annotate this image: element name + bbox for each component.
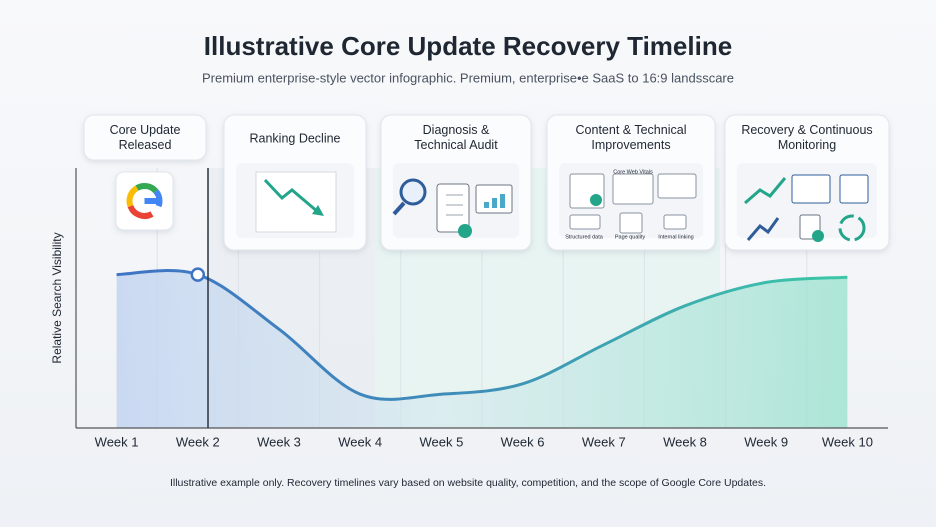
- icon-label: Page quality: [615, 234, 646, 240]
- card-title: Monitoring: [778, 138, 836, 152]
- icon: [657, 173, 697, 199]
- card-title: Recovery & Continuous: [741, 123, 872, 137]
- x-tick-label: Week 3: [257, 434, 301, 449]
- title: Illustrative Core Update Recovery Timeli…: [204, 31, 732, 61]
- icon-label: Internal linking: [658, 234, 693, 240]
- icon: [458, 224, 472, 238]
- icon: [263, 178, 319, 214]
- card-title: Core Update: [110, 123, 181, 137]
- update-point: [190, 267, 206, 282]
- area-fill: [116, 270, 848, 428]
- google-logo: [135, 183, 159, 194]
- google-logo: [127, 204, 154, 219]
- icon: [791, 174, 831, 204]
- card-title: Released: [119, 138, 172, 152]
- x-tick-label: Week 4: [338, 434, 382, 449]
- x-tick-label: Week 2: [176, 434, 220, 449]
- icon: [590, 194, 602, 206]
- subtitle: Premium enterprise-style vector infograp…: [202, 70, 734, 85]
- phase-card: Diagnosis &Technical Audit: [380, 114, 532, 251]
- card-title: Improvements: [591, 138, 670, 152]
- card-title: Content & Technical: [576, 123, 687, 137]
- icon: [399, 178, 427, 206]
- x-tick-label: Week 7: [582, 434, 626, 449]
- x-tick-label: Week 6: [501, 434, 545, 449]
- icon-label: Core Web Vitals: [613, 169, 653, 175]
- icon: [436, 183, 470, 233]
- icon: [663, 214, 687, 230]
- x-tick-label: Week 8: [663, 434, 707, 449]
- icon: [619, 212, 643, 234]
- icon: [838, 214, 866, 242]
- card: [83, 114, 207, 161]
- x-tick-label: Week 1: [95, 434, 139, 449]
- icon: [484, 202, 489, 208]
- card-title: Technical Audit: [414, 138, 498, 152]
- footnote: Illustrative example only. Recovery time…: [170, 477, 766, 489]
- icon: [812, 230, 824, 242]
- card-title: Diagnosis &: [423, 123, 490, 137]
- x-tick-label: Week 5: [419, 434, 463, 449]
- icon: [839, 174, 869, 204]
- icon: [569, 214, 601, 230]
- line: [116, 269, 848, 401]
- icon: [312, 205, 324, 216]
- y-axis-label: Relative Search Visibility: [50, 232, 64, 363]
- icon: [392, 201, 406, 216]
- x-tick-label: Week 9: [744, 434, 788, 449]
- x-tick-label: Week 10: [822, 434, 873, 449]
- icon-label: Structured data: [565, 234, 604, 240]
- icon: [746, 217, 780, 241]
- icon: [492, 198, 497, 208]
- phase-card: Ranking Decline: [223, 114, 367, 251]
- card-title: Ranking Decline: [249, 131, 340, 145]
- icon: [500, 194, 505, 208]
- icon: [255, 171, 337, 233]
- icon: [744, 177, 787, 205]
- icon: [612, 173, 654, 205]
- google-logo: [126, 185, 139, 208]
